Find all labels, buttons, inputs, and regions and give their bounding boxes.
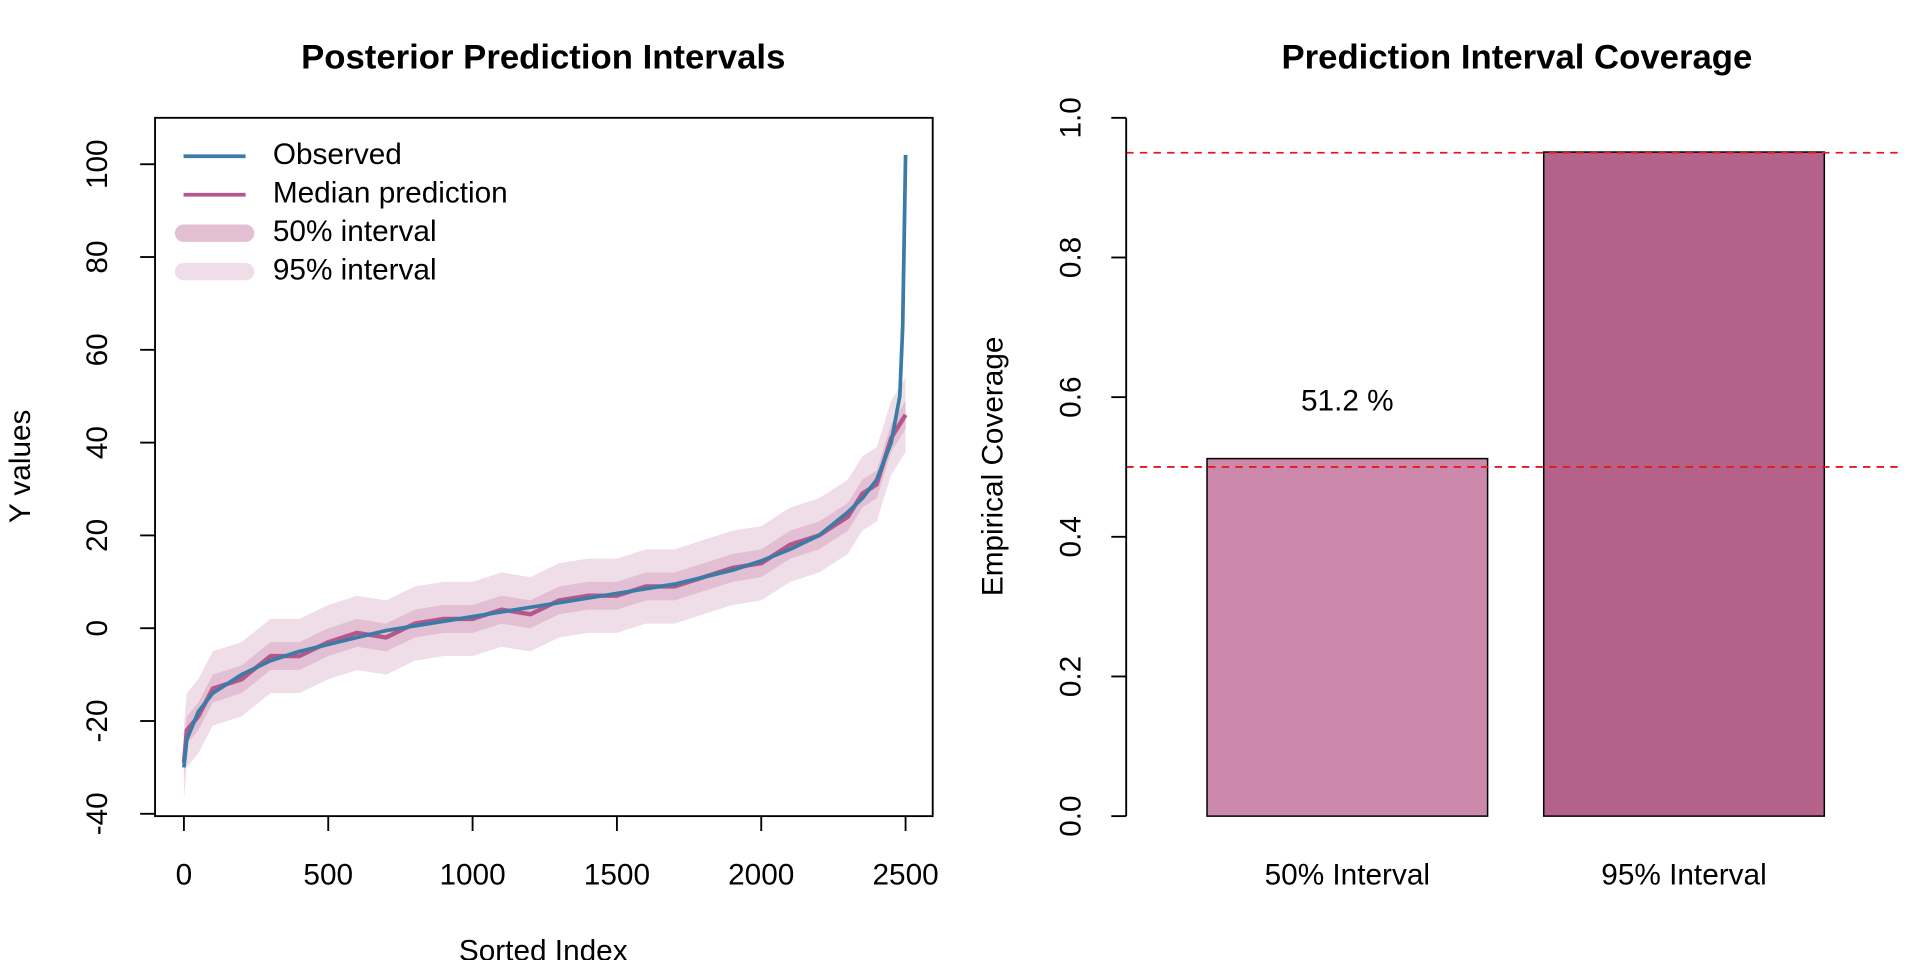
y-tick-label: 0.2 bbox=[1055, 656, 1088, 697]
x-tick-label: 2000 bbox=[728, 859, 794, 892]
plot-box bbox=[154, 116, 934, 818]
y-tick-label: -40 bbox=[81, 792, 114, 835]
x-axis-label: Sorted Index bbox=[459, 934, 628, 960]
y-tick-label: 20 bbox=[81, 519, 114, 552]
x-tick-label: 1000 bbox=[439, 859, 505, 892]
x-tick-label: 95% Interval bbox=[1601, 859, 1766, 892]
legend-label: 95% interval bbox=[273, 253, 437, 286]
chart-title: Posterior Prediction Intervals bbox=[301, 39, 785, 77]
y-tick-label: 0.4 bbox=[1055, 516, 1088, 557]
y-tick-label: 60 bbox=[81, 333, 114, 366]
y-axis-label: Y values bbox=[4, 410, 37, 524]
series-line bbox=[181, 413, 908, 763]
y-tick-label: 40 bbox=[81, 426, 114, 459]
legend-label: Observed bbox=[273, 138, 402, 171]
interval-band bbox=[183, 377, 906, 800]
x-tick-label: 1500 bbox=[584, 859, 650, 892]
y-tick-label: -20 bbox=[81, 700, 114, 743]
x-tick-label: 0 bbox=[176, 859, 193, 892]
y-axis-label: Empirical Coverage bbox=[977, 337, 1010, 597]
legend-label: Median prediction bbox=[273, 177, 508, 210]
y-tick-label: 0.0 bbox=[1055, 795, 1088, 836]
x-tick-label: 500 bbox=[303, 859, 353, 892]
y-tick-label: 1.0 bbox=[1055, 97, 1088, 138]
x-tick-label: 50% Interval bbox=[1265, 859, 1430, 892]
y-tick-label: 0.6 bbox=[1055, 376, 1088, 417]
y-tick-label: 0.8 bbox=[1055, 237, 1088, 278]
bar bbox=[1206, 457, 1489, 817]
y-tick-label: 100 bbox=[81, 139, 114, 189]
value-label: 51.2 % bbox=[1301, 385, 1394, 418]
bar bbox=[1542, 151, 1826, 817]
series-line bbox=[182, 154, 908, 768]
chart-title: Prediction Interval Coverage bbox=[1282, 39, 1753, 77]
y-tick-label: 0 bbox=[81, 620, 114, 637]
legend-label: 50% interval bbox=[273, 215, 437, 248]
x-tick-label: 2500 bbox=[872, 859, 938, 892]
y-tick-label: 80 bbox=[81, 240, 114, 273]
